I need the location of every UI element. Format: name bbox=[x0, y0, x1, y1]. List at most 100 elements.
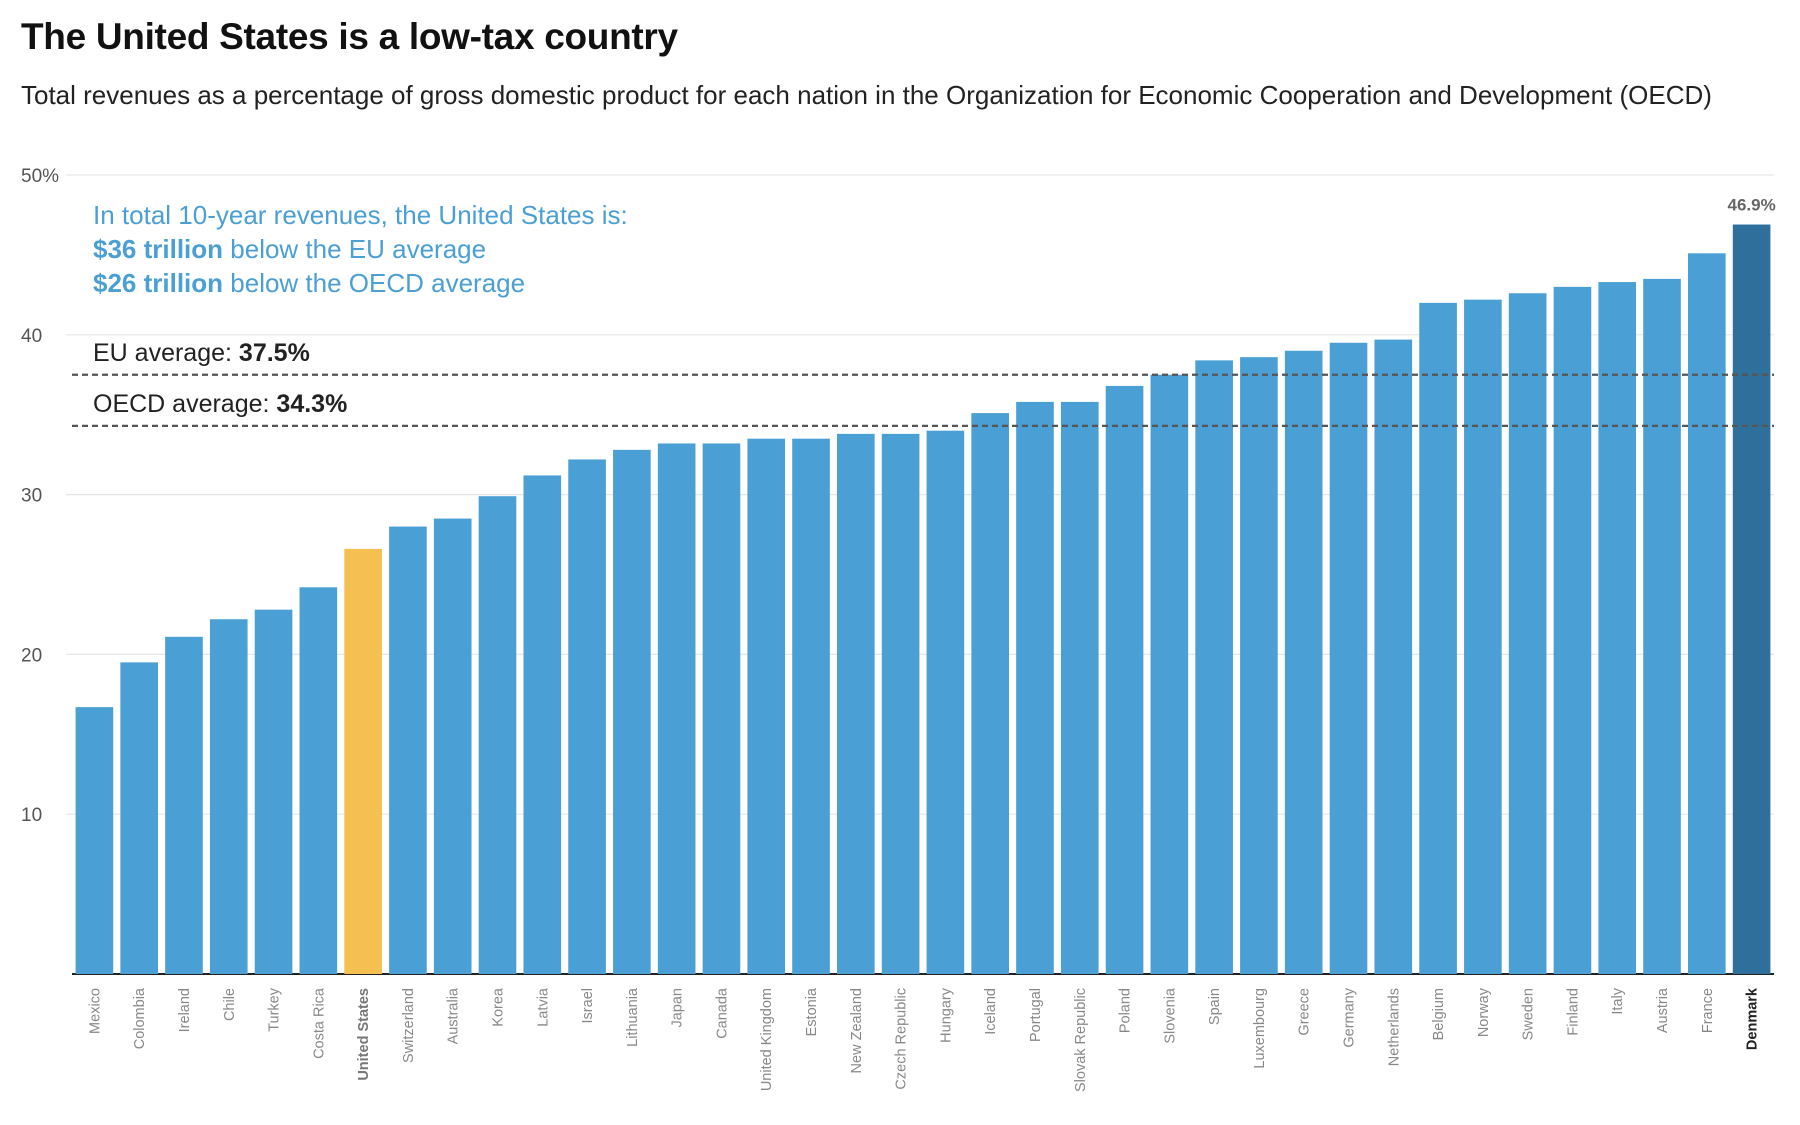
bar bbox=[1643, 278, 1681, 974]
bar bbox=[254, 609, 293, 974]
category-label: United Kingdom bbox=[759, 988, 775, 1091]
y-tick-label: 20 bbox=[21, 645, 42, 666]
bar bbox=[1240, 357, 1278, 974]
category-label: Turkey bbox=[267, 987, 283, 1032]
category-label: Lithuania bbox=[625, 987, 641, 1047]
y-tick-label: 30 bbox=[21, 486, 42, 507]
bar bbox=[1464, 299, 1502, 974]
category-labels: Mexico Colombia Ireland Chile Turkey Costa Ri… bbox=[87, 987, 1760, 1092]
bar bbox=[1508, 293, 1547, 974]
category-label: Belgium bbox=[1431, 988, 1447, 1040]
category-label: Czech Republic bbox=[894, 988, 910, 1090]
category-label: Greece bbox=[1297, 988, 1313, 1036]
category-label: Costa Rica bbox=[311, 987, 327, 1059]
category-label: Luxembourg bbox=[1252, 988, 1268, 1069]
bar bbox=[837, 433, 875, 975]
category-label: Iceland bbox=[983, 988, 999, 1035]
reference-line-prefix: EU average: bbox=[93, 339, 239, 367]
category-label: Colombia bbox=[132, 987, 148, 1049]
category-label: Sweden bbox=[1521, 988, 1537, 1040]
category-label: Mexico bbox=[87, 988, 103, 1034]
category-label: Switzerland bbox=[401, 988, 417, 1063]
category-label: Japan bbox=[670, 988, 686, 1028]
category-label: Austria bbox=[1655, 987, 1671, 1033]
max-bar-value-label: 46.9% bbox=[1728, 196, 1776, 215]
category-label: Ireland bbox=[177, 988, 193, 1032]
category-label: Israel bbox=[580, 988, 596, 1023]
bar bbox=[613, 449, 651, 975]
bar bbox=[433, 518, 472, 974]
bar bbox=[1374, 339, 1413, 974]
bars-layer: 46.9% bbox=[75, 196, 1776, 975]
bar bbox=[1553, 286, 1592, 974]
category-label: Slovenia bbox=[1162, 987, 1178, 1044]
bar bbox=[478, 496, 517, 974]
category-label: Hungary bbox=[938, 987, 954, 1043]
category-label: Italy bbox=[1610, 987, 1626, 1014]
bar bbox=[1105, 385, 1144, 974]
bar bbox=[1195, 360, 1233, 974]
bar bbox=[1150, 374, 1189, 974]
annotation-line-2: $36 trillion below the EU average bbox=[93, 234, 486, 264]
category-label: Finland bbox=[1565, 988, 1581, 1036]
category-label: Canada bbox=[714, 987, 730, 1039]
category-label: Chile bbox=[222, 988, 238, 1021]
category-label: France bbox=[1700, 988, 1716, 1033]
bar bbox=[792, 438, 830, 974]
bar bbox=[1688, 253, 1726, 974]
chart-title: The United States is a low-tax country bbox=[21, 16, 678, 57]
bar bbox=[120, 662, 158, 974]
annotation-line-3-bold: $26 trillion bbox=[93, 268, 223, 298]
reference-line-label: OECD average: 34.3% bbox=[93, 390, 347, 418]
category-label: Estonia bbox=[804, 987, 820, 1036]
category-label: United States bbox=[356, 988, 372, 1081]
category-label: Netherlands bbox=[1386, 988, 1402, 1066]
annotation-line-2-rest: below the EU average bbox=[223, 234, 486, 264]
reference-line-label: EU average: 37.5% bbox=[93, 339, 310, 367]
y-tick-label: 10 bbox=[21, 805, 42, 826]
chart-subtitle: Total revenues as a percentage of gross … bbox=[21, 80, 1712, 110]
bar bbox=[747, 438, 786, 974]
category-label: Norway bbox=[1476, 987, 1492, 1037]
bar bbox=[389, 526, 427, 974]
category-label: Korea bbox=[491, 987, 507, 1027]
bar bbox=[1732, 224, 1771, 975]
bar bbox=[1060, 401, 1099, 974]
bar bbox=[1284, 350, 1323, 974]
bar bbox=[75, 707, 114, 974]
category-label: Denmark bbox=[1745, 987, 1761, 1050]
bar bbox=[1419, 302, 1457, 975]
bar bbox=[568, 459, 606, 975]
reference-lines: EU average: 37.5% OECD average: 34.3% bbox=[72, 339, 1774, 427]
bar bbox=[344, 548, 382, 974]
bar bbox=[523, 475, 562, 974]
category-label: Germany bbox=[1342, 987, 1358, 1047]
category-label: Portugal bbox=[1028, 988, 1044, 1042]
reference-line-value: 34.3% bbox=[276, 390, 347, 418]
category-label: Spain bbox=[1207, 988, 1223, 1025]
bar bbox=[881, 433, 920, 975]
bar bbox=[702, 443, 741, 974]
category-label: Poland bbox=[1118, 988, 1134, 1033]
annotation-line-3: $26 trillion below the OECD average bbox=[93, 268, 525, 298]
bar bbox=[1598, 282, 1637, 974]
bar bbox=[1329, 342, 1368, 974]
category-label: Slovak Republic bbox=[1073, 988, 1089, 1092]
category-label: Latvia bbox=[535, 987, 551, 1027]
category-label: Australia bbox=[446, 987, 462, 1044]
bar bbox=[926, 430, 965, 974]
bar bbox=[1016, 401, 1054, 974]
bar bbox=[971, 413, 1009, 974]
category-label: New Zealand bbox=[849, 988, 865, 1073]
reference-line-value: 37.5% bbox=[239, 339, 310, 367]
bar bbox=[209, 619, 248, 974]
bar bbox=[299, 587, 338, 974]
annotation-line-2-bold: $36 trillion bbox=[93, 234, 223, 264]
annotation-line-3-rest: below the OECD average bbox=[223, 268, 525, 298]
reference-line-prefix: OECD average: bbox=[93, 390, 276, 418]
y-tick-label: 40 bbox=[21, 326, 42, 347]
annotation-line-1: In total 10-year revenues, the United St… bbox=[93, 200, 628, 230]
y-tick-label: 50% bbox=[21, 166, 59, 187]
bar bbox=[165, 636, 203, 974]
